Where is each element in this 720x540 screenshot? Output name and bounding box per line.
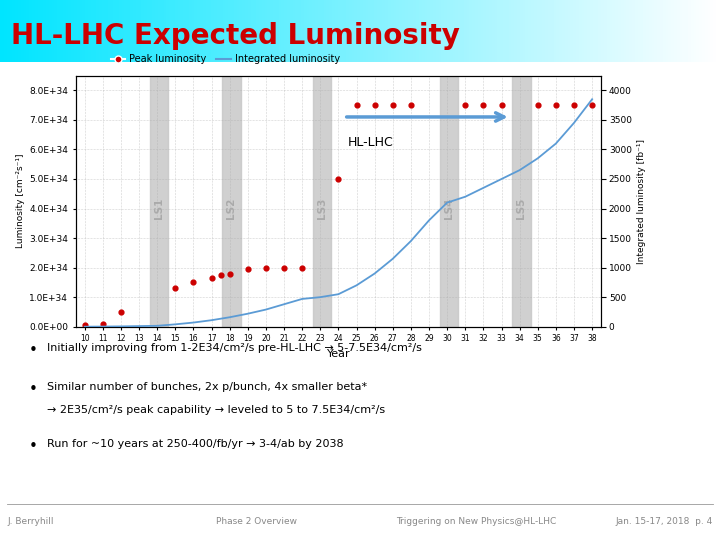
Text: HL-LHC Expected Luminosity: HL-LHC Expected Luminosity — [11, 22, 459, 50]
Text: HL-LHC: HL-LHC — [348, 136, 393, 149]
Point — [242, 265, 253, 273]
Bar — [222, 76, 240, 327]
Point — [333, 174, 344, 183]
Bar — [513, 76, 531, 327]
Text: Similar number of bunches, 2x p/bunch, 4x smaller beta*: Similar number of bunches, 2x p/bunch, 4… — [47, 382, 367, 392]
Text: Run for ~10 years at 250-400/fb/yr → 3-4/ab by 2038: Run for ~10 years at 250-400/fb/yr → 3-4… — [47, 439, 343, 449]
Point — [568, 101, 580, 110]
Legend: Peak luminosity, Integrated luminosity: Peak luminosity, Integrated luminosity — [107, 50, 343, 68]
Text: •: • — [29, 382, 37, 397]
Point — [278, 264, 289, 272]
Text: Initially improving from 1-2E34/cm²/s pre-HL-LHC → 5-7.5E34/cm²/s: Initially improving from 1-2E34/cm²/s pr… — [47, 343, 422, 353]
Text: LS5: LS5 — [516, 198, 526, 219]
Bar — [313, 76, 331, 327]
Text: •: • — [29, 343, 37, 358]
Point — [79, 321, 91, 329]
Text: LS2: LS2 — [227, 198, 236, 219]
Point — [215, 271, 226, 279]
Point — [550, 101, 562, 110]
X-axis label: Year: Year — [327, 349, 350, 359]
Text: J. Berryhill: J. Berryhill — [7, 517, 54, 526]
Text: LS3: LS3 — [317, 198, 327, 219]
Point — [351, 101, 362, 110]
Point — [459, 101, 471, 110]
Text: Phase 2 Overview: Phase 2 Overview — [216, 517, 297, 526]
Bar — [440, 76, 458, 327]
Point — [297, 264, 308, 272]
Point — [477, 101, 489, 110]
Point — [369, 101, 380, 110]
Y-axis label: Luminosity [cm⁻²s⁻¹]: Luminosity [cm⁻²s⁻¹] — [16, 154, 24, 248]
Y-axis label: Integrated luminosity [fb⁻¹]: Integrated luminosity [fb⁻¹] — [637, 139, 647, 264]
Point — [169, 284, 181, 293]
Point — [405, 101, 417, 110]
Text: → 2E35/cm²/s peak capability → leveled to 5 to 7.5E34/cm²/s: → 2E35/cm²/s peak capability → leveled t… — [47, 405, 385, 415]
Text: Jan. 15-17, 2018  p. 4: Jan. 15-17, 2018 p. 4 — [616, 517, 713, 526]
Bar — [150, 76, 168, 327]
Point — [586, 101, 598, 110]
Point — [224, 269, 235, 278]
Point — [97, 320, 109, 328]
Text: •: • — [29, 439, 37, 454]
Point — [188, 278, 199, 287]
Text: Triggering on New Physics@HL-LHC: Triggering on New Physics@HL-LHC — [396, 517, 557, 526]
Point — [260, 264, 271, 272]
Point — [387, 101, 399, 110]
Point — [496, 101, 508, 110]
Text: LS1: LS1 — [154, 198, 164, 219]
Point — [206, 274, 217, 282]
Point — [532, 101, 544, 110]
Point — [115, 308, 127, 316]
Text: LS4: LS4 — [444, 198, 454, 219]
